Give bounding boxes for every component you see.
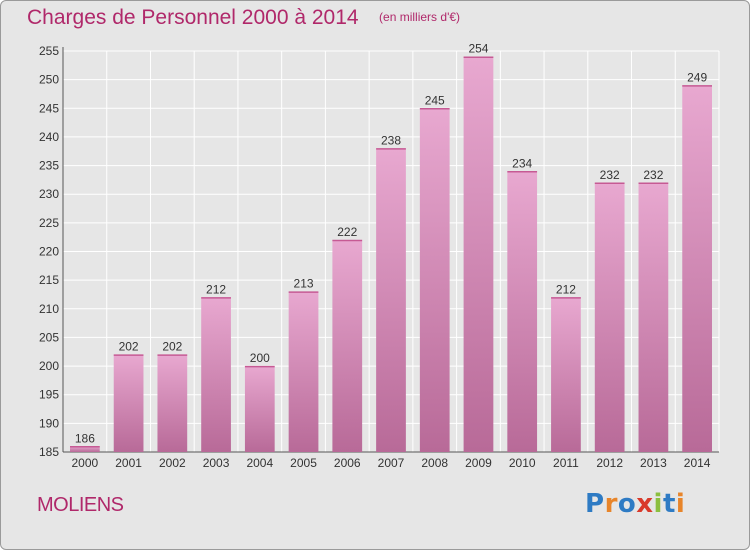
y-tick-label: 240 [39, 130, 59, 144]
data-label: 245 [425, 93, 445, 107]
bar [594, 182, 625, 452]
x-tick-label: 2001 [115, 456, 142, 470]
data-label: 212 [556, 282, 576, 296]
commune-name: MOLIENS [37, 494, 124, 516]
data-label: 232 [600, 168, 620, 182]
logo-letter: P [585, 489, 605, 519]
data-label: 222 [337, 225, 357, 239]
data-label: 249 [687, 70, 707, 84]
bar [682, 85, 713, 452]
x-tick-label: 2010 [509, 456, 536, 470]
x-tick-label: 2013 [640, 456, 667, 470]
y-tick-label: 225 [39, 216, 59, 230]
x-tick-label: 2002 [159, 456, 186, 470]
data-label: 234 [512, 156, 532, 170]
y-tick-label: 230 [39, 187, 59, 201]
logo-letter: x [636, 489, 654, 519]
proxiti-logo[interactable]: Proxiti [585, 489, 685, 519]
logo-letter: r [604, 489, 618, 519]
y-tick-label: 210 [39, 302, 59, 316]
data-label: 202 [119, 340, 139, 354]
bar [113, 354, 144, 452]
bar [201, 297, 231, 452]
title-line: Charges de Personnel 2000 à 2014 (en mil… [27, 6, 460, 30]
logo-letter: i [653, 489, 663, 519]
y-tick-label: 200 [39, 359, 59, 373]
x-tick-label: 2012 [596, 456, 623, 470]
y-tick-label: 195 [39, 388, 59, 402]
y-tick-label: 215 [39, 273, 59, 287]
chart-title: Charges de Personnel 2000 à 2014 [27, 6, 359, 29]
data-label: 186 [75, 431, 95, 445]
bar [332, 240, 363, 452]
y-tick-label: 255 [39, 44, 59, 58]
data-label: 213 [294, 277, 314, 291]
y-tick-label: 220 [39, 245, 59, 259]
data-label: 238 [381, 133, 401, 147]
data-label: 232 [643, 168, 663, 182]
bar [507, 171, 538, 453]
logo-letter: i [675, 489, 686, 519]
bar [463, 56, 494, 452]
x-tick-label: 2005 [290, 456, 317, 470]
x-tick-label: 2011 [553, 456, 579, 470]
x-tick-label: 2007 [378, 456, 405, 470]
data-label: 200 [250, 351, 270, 365]
x-tick-label: 2003 [203, 456, 230, 470]
data-label: 254 [468, 42, 488, 56]
y-tick-label: 205 [39, 330, 59, 344]
y-tick-label: 250 [39, 73, 59, 87]
bar [69, 446, 100, 452]
bar [551, 297, 581, 452]
bar [157, 354, 188, 452]
logo-letter: t [662, 489, 676, 519]
data-label: 202 [162, 340, 182, 354]
bar [419, 108, 450, 453]
y-tick-label: 235 [39, 159, 59, 173]
x-tick-label: 2014 [684, 456, 711, 470]
bar [244, 366, 275, 452]
bar [638, 182, 669, 452]
chart-subtitle: (en milliers d'€) [379, 10, 461, 24]
logo-letter: o [617, 489, 637, 519]
y-tick-label: 190 [39, 416, 59, 430]
y-tick-label: 245 [39, 101, 59, 115]
data-label: 212 [206, 282, 226, 296]
bar [376, 148, 406, 452]
bar [288, 291, 319, 452]
x-tick-label: 2006 [334, 456, 361, 470]
x-tick-label: 2004 [246, 456, 273, 470]
x-tick-label: 2000 [72, 456, 99, 470]
x-tick-label: 2009 [465, 456, 492, 470]
y-tick-label: 185 [39, 445, 59, 459]
x-tick-label: 2008 [421, 456, 448, 470]
